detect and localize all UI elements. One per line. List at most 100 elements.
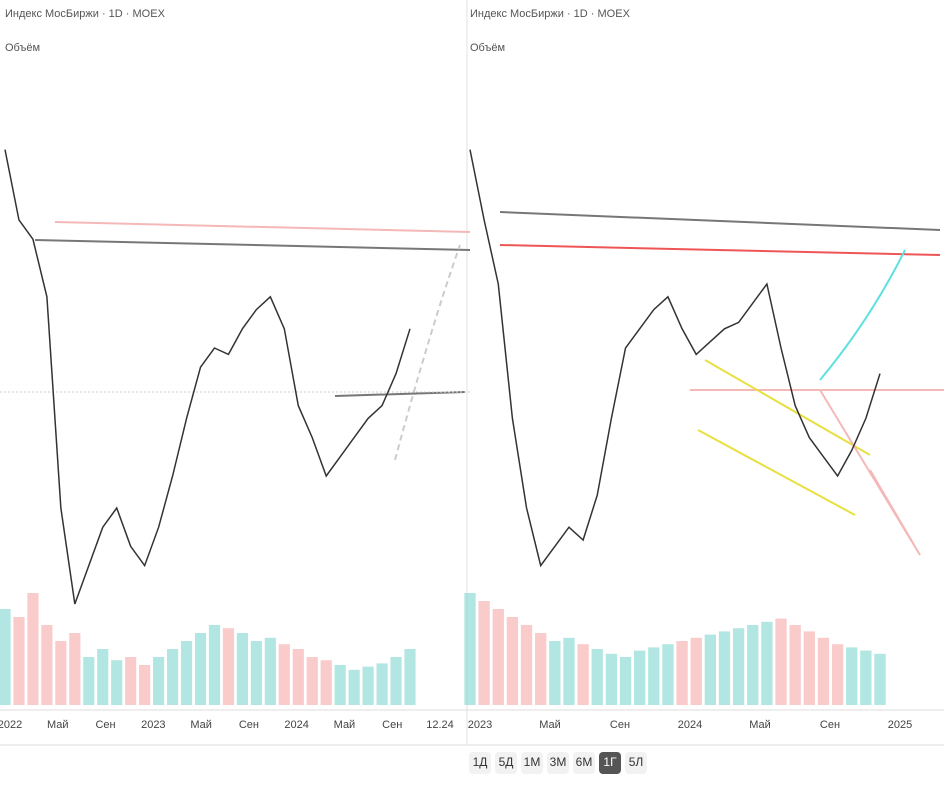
volume-bar [874, 653, 886, 705]
toolbar-label: 1М [524, 755, 541, 769]
volume-bar [619, 657, 632, 705]
x-tick-label: Май [190, 719, 212, 731]
x-tick-label: Май [539, 719, 561, 731]
volume-bar [41, 625, 53, 705]
trend-line [54, 221, 471, 233]
trend-line [499, 244, 941, 256]
volume-bar [860, 650, 872, 705]
level-line [334, 391, 466, 397]
toolbar-label: 3М [550, 755, 567, 769]
trend-line [34, 239, 471, 251]
volume-bar [775, 618, 787, 705]
toolbar-label: 1Д [473, 755, 488, 769]
x-tick-label: 2024 [678, 719, 702, 731]
toolbar-button[interactable] [521, 752, 543, 774]
drawings [0, 211, 944, 556]
volume-bar [264, 637, 276, 705]
volume-bar [320, 660, 332, 705]
projection [819, 389, 921, 556]
toolbar-button[interactable] [573, 752, 595, 774]
x-tick-label: Сен [239, 719, 259, 731]
volume-bar [69, 633, 81, 705]
x-tick-label: Май [334, 719, 356, 731]
volume-label: Объём [470, 42, 505, 54]
x-tick-label: Май [47, 719, 69, 731]
volume-bar [563, 637, 575, 705]
volume-bar [250, 641, 262, 705]
volume-bar [520, 625, 533, 705]
price-line [469, 149, 881, 568]
volume-bar [83, 657, 95, 705]
x-tick-label: Сен [382, 719, 402, 731]
volume-bar [55, 641, 67, 705]
volume-bar [111, 660, 123, 705]
volume-bar [761, 621, 773, 705]
volume-bar [676, 641, 688, 705]
chart-title: Индекс МосБиржи · 1D · MOEX [470, 8, 631, 20]
volume-bar [535, 633, 547, 705]
volume-bar [464, 593, 476, 705]
volume-bar [662, 644, 674, 705]
volume-bar [194, 633, 207, 705]
volume-bar [404, 649, 416, 705]
channel-line [697, 429, 856, 516]
toolbar-button[interactable] [495, 752, 517, 774]
x-tick-label: 2022 [0, 719, 22, 731]
x-tick-label: Сен [95, 719, 115, 731]
volume-bar [27, 593, 39, 705]
x-tick-label: 12.24 [426, 719, 454, 731]
volume-bar [167, 649, 179, 705]
volume-bar [831, 644, 844, 705]
projection [819, 249, 906, 381]
x-tick-label: 2025 [888, 719, 912, 731]
volume-bar [278, 644, 290, 705]
volume-label: Объём [5, 42, 40, 54]
volume-bar [506, 617, 519, 705]
volume-bar [648, 647, 660, 705]
x-tick-label: 2024 [284, 719, 308, 731]
channel-line [704, 359, 871, 456]
toolbar-label: 1Г [603, 755, 617, 769]
volume-bar [478, 601, 490, 705]
volume-bar [292, 649, 304, 705]
volume-bar [634, 650, 646, 705]
volume-bar [306, 657, 318, 705]
toolbar-button[interactable] [599, 752, 621, 774]
x-tick-label: Май [749, 719, 771, 731]
volume-bar [348, 669, 360, 705]
toolbar-label: 5Д [499, 755, 514, 769]
volume-bar [236, 633, 248, 705]
volume-bar [605, 653, 618, 705]
toolbar-label: 5Л [629, 755, 644, 769]
x-tick-label: 2023 [141, 719, 165, 731]
volume-bar [732, 628, 745, 705]
volume-bar [789, 625, 801, 705]
volume-bar [180, 641, 193, 705]
projection [394, 244, 461, 461]
volume-bar [153, 657, 165, 705]
trend-line [499, 211, 941, 231]
volume-bar [208, 625, 221, 705]
toolbar-button[interactable] [547, 752, 569, 774]
volume-bar [577, 644, 589, 705]
x-tick-label: Сен [820, 719, 840, 731]
charts: Индекс МосБиржи · 1D · MOEX Объём 2022 Май С… [0, 8, 912, 774]
volume-bar [376, 663, 388, 705]
volume-bar [549, 641, 561, 705]
toolbar-button[interactable] [625, 752, 647, 774]
volume-bar [334, 665, 346, 705]
volume-bar [0, 609, 11, 705]
chart-title: Индекс МосБиржи · 1D · MOEX [5, 8, 166, 20]
volume-bar [704, 634, 716, 705]
volume-bar [125, 657, 137, 705]
volume-bar [492, 609, 504, 705]
toolbar-button[interactable] [469, 752, 491, 774]
price-line [4, 149, 411, 605]
toolbar-label: 6М [576, 755, 593, 769]
volume-bar [222, 628, 235, 705]
volume-bar [803, 631, 815, 705]
volume-bar [139, 665, 151, 705]
volume-bar [817, 637, 830, 705]
x-tick-label: Сен [610, 719, 630, 731]
